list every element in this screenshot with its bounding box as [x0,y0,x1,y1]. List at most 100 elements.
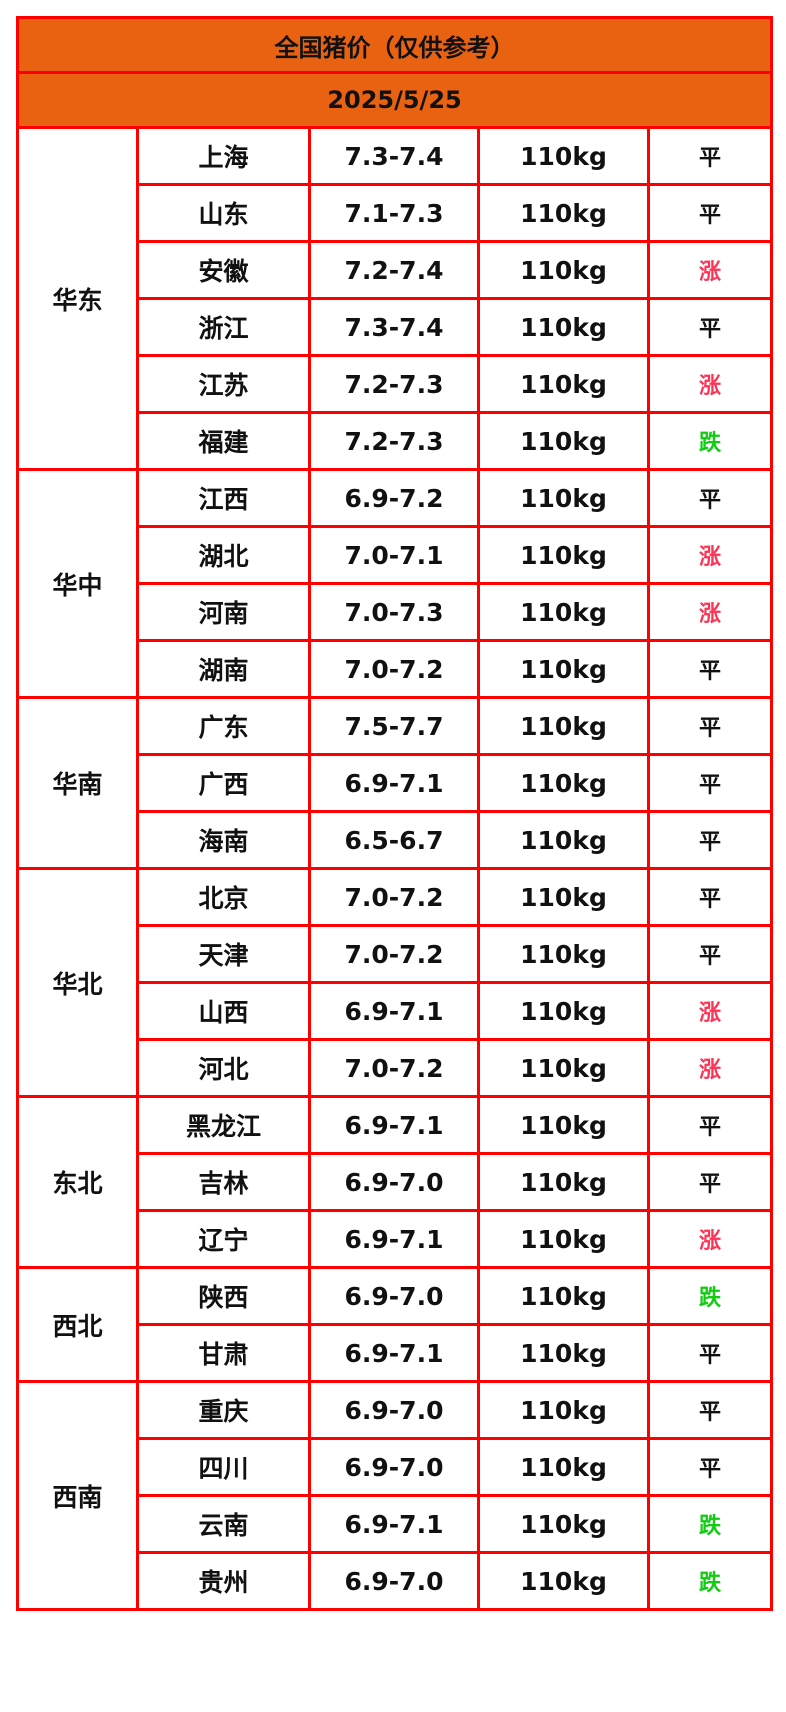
trend-cell: 涨 [646,525,774,585]
province-cell: 江苏 [136,354,311,414]
province-cell: 陕西 [136,1266,311,1326]
province-cell: 云南 [136,1494,311,1554]
table-row: 东北 黑龙江 6.9-7.1 110kg 平 [16,1095,774,1269]
province-cell: 河南 [136,582,311,642]
price-cell: 6.9-7.1 [308,753,480,813]
price-cell: 6.9-7.0 [308,1152,480,1212]
table-row: 天津 7.0-7.2 110kg 平 [18,924,774,984]
trend-cell: 平 [646,1380,774,1440]
table-row: 辽宁 6.9-7.1 110kg 涨 [18,1209,774,1269]
province-cell: 安徽 [136,240,311,300]
province-cell: 上海 [136,126,311,186]
weight-cell: 110kg [477,753,650,813]
trend-cell: 涨 [646,1209,774,1269]
table-row: 华北 北京 7.0-7.2 110kg 平 [16,867,774,1098]
table-row: 四川 6.9-7.0 110kg 平 [18,1437,774,1497]
province-cell: 天津 [136,924,311,984]
trend-cell: 平 [646,753,774,813]
province-cell: 浙江 [136,297,311,357]
table-title: 全国猪价（仅供参考） [15,16,774,74]
weight-cell: 110kg [477,1437,650,1497]
pig-price-table: 全国猪价（仅供参考） 2025/5/25 华东 上海 7.3-7.4 110kg 平山东… [15,16,774,1611]
trend-cell: 平 [646,126,774,186]
price-cell: 7.0-7.2 [308,867,480,927]
weight-cell: 110kg [477,183,650,243]
table-row: 广西 6.9-7.1 110kg 平 [18,753,774,813]
weight-cell: 110kg [477,297,650,357]
table-row: 湖北 7.0-7.1 110kg 涨 [18,525,774,585]
weight-cell: 110kg [477,1266,650,1326]
trend-cell: 涨 [646,582,774,642]
province-cell: 重庆 [136,1380,311,1440]
trend-cell: 平 [646,696,774,756]
region-cell: 西南 [16,1380,139,1611]
region-cell: 华北 [16,867,139,1098]
province-cell: 辽宁 [136,1209,311,1269]
weight-cell: 110kg [477,1380,650,1440]
trend-cell: 平 [646,1437,774,1497]
weight-cell: 110kg [477,1494,650,1554]
table-row: 西北 陕西 6.9-7.0 110kg 跌 [16,1266,774,1383]
price-cell: 6.9-7.2 [308,468,480,528]
table-row: 山西 6.9-7.1 110kg 涨 [18,981,774,1041]
weight-cell: 110kg [477,810,650,870]
table-row: 华东 上海 7.3-7.4 110kg 平 [16,126,774,471]
table-row: 江苏 7.2-7.3 110kg 涨 [18,354,774,414]
trend-cell: 跌 [646,1266,774,1326]
weight-cell: 110kg [477,411,650,471]
province-cell: 四川 [136,1437,311,1497]
weight-cell: 110kg [477,924,650,984]
table-row: 吉林 6.9-7.0 110kg 平 [18,1152,774,1212]
price-cell: 7.0-7.3 [308,582,480,642]
province-cell: 贵州 [136,1551,311,1611]
province-cell: 广东 [136,696,311,756]
weight-cell: 110kg [477,981,650,1041]
province-cell: 江西 [136,468,311,528]
price-cell: 7.0-7.2 [308,639,480,699]
price-cell: 6.9-7.0 [308,1551,480,1611]
weight-cell: 110kg [477,582,650,642]
weight-cell: 110kg [477,1152,650,1212]
region-cell: 华南 [16,696,139,870]
region-cell: 东北 [16,1095,139,1269]
province-cell: 海南 [136,810,311,870]
price-cell: 6.9-7.1 [308,1095,480,1155]
trend-cell: 跌 [646,411,774,471]
price-cell: 7.0-7.2 [308,924,480,984]
province-cell: 黑龙江 [136,1095,311,1155]
table-row: 山东 7.1-7.3 110kg 平 [18,183,774,243]
table-row: 安徽 7.2-7.4 110kg 涨 [18,240,774,300]
table-row: 河北 7.0-7.2 110kg 涨 [18,1038,774,1098]
table-row: 福建 7.2-7.3 110kg 跌 [18,411,774,471]
weight-cell: 110kg [477,525,650,585]
trend-cell: 平 [646,639,774,699]
price-cell: 7.0-7.2 [308,1038,480,1098]
price-cell: 7.5-7.7 [308,696,480,756]
trend-cell: 平 [646,183,774,243]
weight-cell: 110kg [477,1209,650,1269]
trend-cell: 涨 [646,240,774,300]
trend-cell: 平 [646,810,774,870]
table-row: 湖南 7.0-7.2 110kg 平 [18,639,774,699]
weight-cell: 110kg [477,1551,650,1611]
region-cell: 华中 [16,468,139,699]
trend-cell: 涨 [646,1038,774,1098]
province-cell: 甘肃 [136,1323,311,1383]
weight-cell: 110kg [477,639,650,699]
price-cell: 6.9-7.1 [308,1209,480,1269]
weight-cell: 110kg [477,867,650,927]
price-cell: 6.9-7.1 [308,1323,480,1383]
price-cell: 6.9-7.1 [308,981,480,1041]
trend-cell: 平 [646,867,774,927]
trend-cell: 跌 [646,1551,774,1611]
table-row: 西南 重庆 6.9-7.0 110kg 平 [16,1380,774,1611]
price-cell: 6.9-7.1 [308,1494,480,1554]
province-cell: 吉林 [136,1152,311,1212]
price-cell: 7.2-7.3 [308,411,480,471]
weight-cell: 110kg [477,126,650,186]
weight-cell: 110kg [477,1038,650,1098]
weight-cell: 110kg [477,1095,650,1155]
table-row: 华中 江西 6.9-7.2 110kg 平 [16,468,774,699]
trend-cell: 平 [646,468,774,528]
trend-cell: 跌 [646,1494,774,1554]
